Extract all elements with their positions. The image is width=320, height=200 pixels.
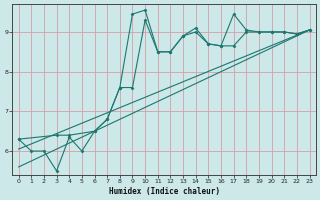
- X-axis label: Humidex (Indice chaleur): Humidex (Indice chaleur): [108, 187, 220, 196]
